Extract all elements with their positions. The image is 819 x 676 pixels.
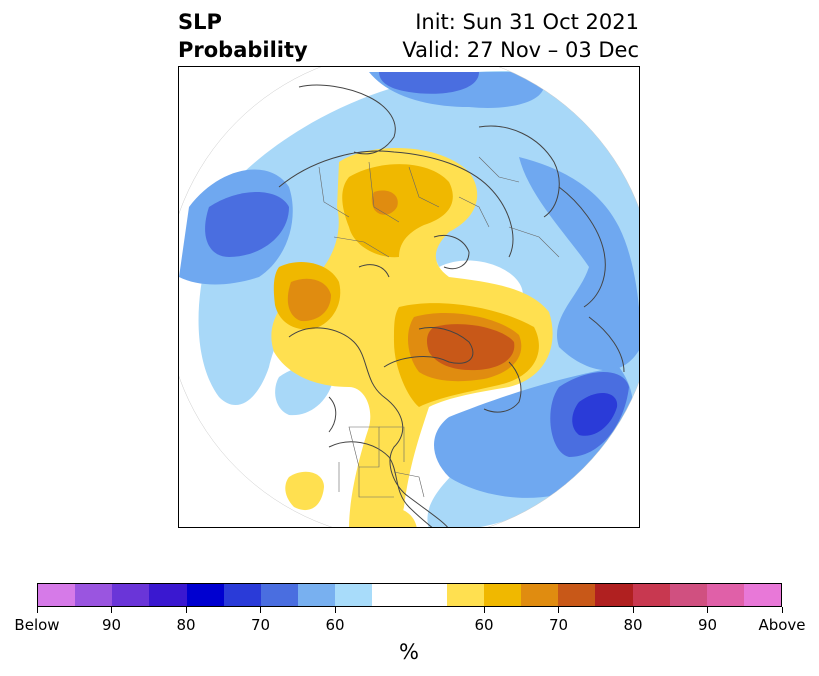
- blue-dark-region-2: [379, 72, 479, 94]
- valid-range: Valid: 27 Nov – 03 Dec: [402, 38, 639, 62]
- colorbar-tick-label: Above: [758, 616, 806, 634]
- colorbar-swatch: [112, 584, 150, 606]
- coastlines: [278, 84, 625, 527]
- colorbar-swatch: [372, 584, 410, 606]
- colorbar-swatch: [521, 584, 559, 606]
- colorbar-swatch: [223, 584, 261, 606]
- colorbar-tick-label: 70: [548, 616, 569, 634]
- colorbar-swatch: [446, 584, 484, 606]
- colorbar-tick-label: 80: [176, 616, 196, 634]
- colorbar-swatch: [632, 584, 670, 606]
- title-quantity: Probability: [178, 38, 308, 62]
- country-borders: [318, 156, 560, 498]
- blue-mid-region-3: [519, 157, 639, 370]
- colorbar-tick: [632, 607, 634, 613]
- map-svg: [179, 67, 639, 527]
- colorbar-swatch: [260, 584, 299, 606]
- colorbar: [37, 583, 782, 607]
- colorbar-swatch: [75, 584, 113, 606]
- colorbar-tick: [707, 607, 708, 613]
- colorbar-tick-label: 80: [623, 616, 643, 634]
- colorbar-swatch: [298, 584, 336, 606]
- probability-map: [178, 66, 640, 528]
- yellow-patch-south: [285, 471, 324, 511]
- colorbar-swatch: [483, 584, 522, 606]
- dark-orange-region: [426, 324, 515, 371]
- colorbar-tick: [111, 607, 112, 613]
- colorbar-tick: [36, 607, 38, 613]
- title-right: Init: Sun 31 Oct 2021 Valid: 27 Nov – 03…: [402, 8, 639, 64]
- orange-region-2: [287, 278, 331, 322]
- yellow-patch-south-2: [379, 506, 417, 527]
- colorbar-tick: [781, 607, 783, 613]
- colorbar-swatch: [595, 584, 633, 606]
- colorbar-tick-label: 90: [101, 616, 122, 634]
- colorbar-swatch: [706, 584, 744, 606]
- orange-region-3: [371, 190, 398, 215]
- colorbar-tick-label: 90: [697, 616, 718, 634]
- colorbar-swatch: [558, 584, 596, 606]
- colorbar-swatch: [335, 584, 373, 606]
- colorbar-tick: [483, 607, 485, 613]
- colorbar-swatch: [186, 584, 224, 606]
- colorbar-tick-label: 70: [250, 616, 271, 634]
- colorbar-tick-label: 60: [325, 616, 345, 634]
- blue-darker-region: [572, 392, 618, 436]
- colorbar-swatch: [669, 584, 707, 606]
- colorbar-tick: [558, 607, 559, 613]
- title-left: SLP Probability: [178, 8, 308, 64]
- title-variable: SLP: [178, 10, 222, 34]
- colorbar-tick-label: 60: [474, 616, 494, 634]
- init-date: Init: Sun 31 Oct 2021: [415, 10, 639, 34]
- colorbar-tick-label: Below: [14, 616, 60, 634]
- colorbar-swatch: [38, 584, 76, 606]
- gold-region: [342, 164, 453, 258]
- colorbar-tick: [185, 607, 187, 613]
- colorbar-tick: [334, 607, 336, 613]
- blue-dark-region: [205, 192, 289, 257]
- colorbar-swatch: [743, 584, 782, 606]
- colorbar-swatch: [149, 584, 187, 606]
- colorbar-swatch: [409, 584, 447, 606]
- colorbar-unit: %: [399, 640, 419, 664]
- colorbar-tick: [260, 607, 261, 613]
